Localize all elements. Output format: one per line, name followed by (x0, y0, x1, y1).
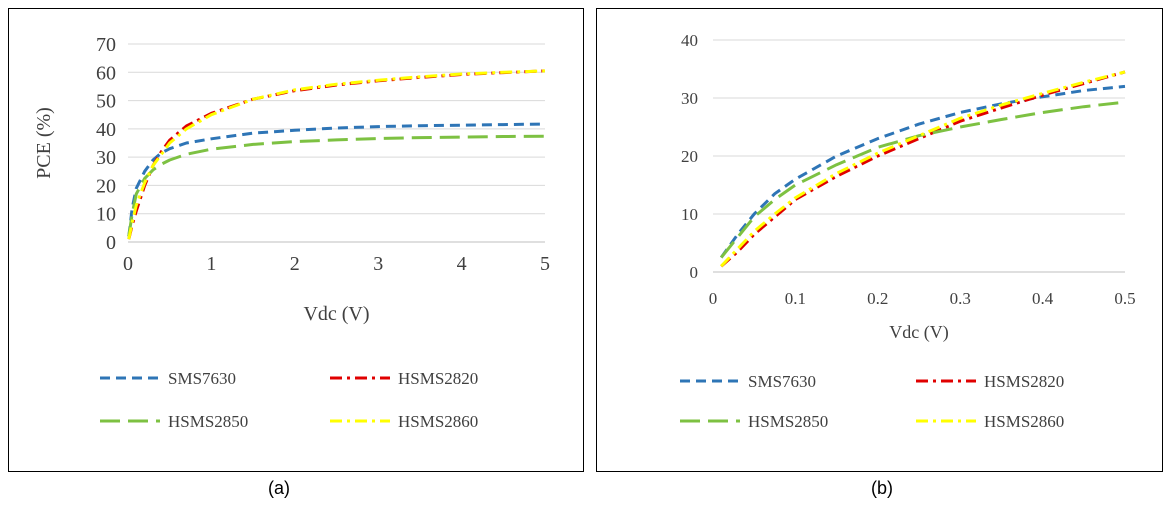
chart2-series-line-hsms2850 (720, 100, 1126, 259)
chart2-y-tick-label: 40 (681, 31, 698, 50)
chart1-x-tick-label: 1 (206, 253, 216, 275)
chart1-legend-label-hsms2850: HSMS2850 (168, 412, 248, 431)
chart2-series-line-hsms2860 (720, 70, 1126, 268)
chart1-y-tick-label: 40 (96, 119, 116, 141)
chart2-series-line-sms7630 (719, 84, 1126, 259)
chart2-legend-label-hsms2850: HSMS2850 (748, 412, 828, 431)
chart2-series-line-hsms2820 (720, 70, 1126, 268)
chart2-x-tick-label: 0.1 (785, 289, 806, 308)
chart2-legend-label-hsms2860: HSMS2860 (984, 412, 1064, 431)
chart1-y-tick-label: 30 (96, 147, 116, 169)
chart-panel-b (596, 8, 1163, 472)
caption-b: (b) (871, 478, 893, 498)
chart2-x-tick-label: 0.4 (1032, 289, 1054, 308)
chart1-y-tick-label: 60 (96, 62, 116, 84)
chart2-y-tick-label: 0 (690, 263, 699, 282)
chart1-y-tick-label: 10 (96, 204, 116, 226)
chart1-series-line-sms7630 (127, 122, 546, 237)
chart1-y-axis-title: PCE (%) (33, 107, 55, 179)
chart1-series-line-hsms2860 (127, 69, 546, 240)
chart1-y-tick-label: 50 (96, 91, 116, 113)
chart1-series-line-hsms2850 (127, 134, 546, 237)
chart2-x-tick-label: 0.5 (1114, 289, 1135, 308)
chart1-y-tick-label: 0 (106, 232, 116, 254)
chart2-y-tick-label: 20 (681, 147, 698, 166)
chart1-x-tick-label: 0 (123, 253, 133, 275)
chart2-y-tick-label: 30 (681, 89, 698, 108)
chart1-legend-label-hsms2860: HSMS2860 (398, 412, 478, 431)
chart1-y-tick-label: 70 (96, 34, 116, 56)
chart2-y-tick-label: 10 (681, 205, 698, 224)
chart1-legend-label-hsms2820: HSMS2820 (398, 369, 478, 388)
caption-a: (a) (268, 478, 290, 498)
chart1-x-tick-label: 3 (373, 253, 383, 275)
chart2-x-axis-title: Vdc (V) (889, 322, 948, 343)
chart2-legend-label-sms7630: SMS7630 (748, 372, 816, 391)
chart1-x-tick-label: 2 (290, 253, 300, 275)
chart1-x-axis-title: Vdc (V) (303, 303, 369, 325)
chart2-legend-label-hsms2820: HSMS2820 (984, 372, 1064, 391)
chart2-x-tick-label: 0.3 (950, 289, 971, 308)
chart1-x-tick-label: 5 (540, 253, 550, 275)
chart1-y-tick-label: 20 (96, 175, 116, 197)
chart-panel-a (8, 8, 584, 472)
chart2-x-tick-label: 0 (709, 289, 718, 308)
chart1-legend-label-sms7630: SMS7630 (168, 369, 236, 388)
chart2-x-tick-label: 0.2 (867, 289, 888, 308)
chart1-x-tick-label: 4 (457, 253, 467, 275)
